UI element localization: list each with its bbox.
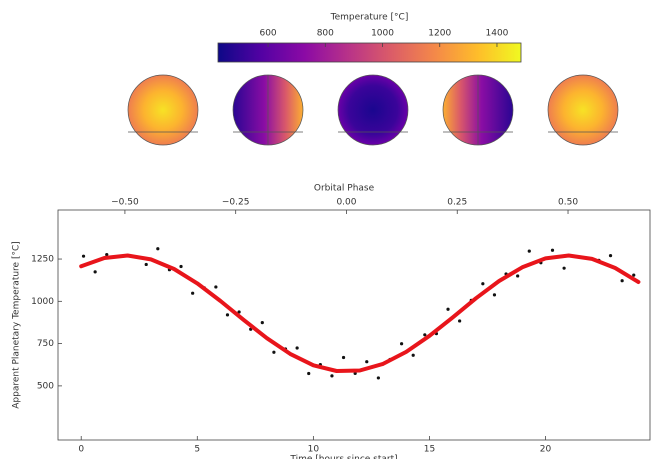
x-axis-label: Time [hours since start]	[289, 455, 397, 459]
x-tick-label: 0	[78, 445, 84, 455]
planet-disk	[127, 74, 199, 146]
data-point	[295, 346, 299, 350]
data-point	[411, 353, 415, 357]
colorbar	[217, 42, 522, 63]
data-point	[225, 313, 230, 317]
data-point	[550, 248, 555, 252]
x-tick-label: 5	[194, 445, 200, 455]
data-point	[562, 266, 566, 270]
data-point	[423, 333, 427, 337]
x2-tick-label: 0.25	[447, 198, 467, 208]
data-point	[365, 360, 369, 364]
data-point	[446, 307, 450, 311]
data-point	[608, 254, 613, 258]
x2-tick-label: −0.50	[111, 198, 139, 208]
colorbar-tick-label: 1200	[428, 29, 451, 39]
data-point	[214, 285, 218, 289]
data-point	[632, 273, 636, 277]
data-point	[399, 342, 404, 346]
y-axis-label: Apparent Planetary Temperature [°C]	[12, 241, 22, 409]
colorbar-tick-label: 800	[317, 29, 334, 39]
data-point	[516, 274, 520, 278]
plot-frame	[57, 209, 651, 441]
y-tick-label: 750	[37, 339, 54, 349]
data-point	[492, 293, 497, 297]
y-tick-label: 1000	[31, 297, 54, 307]
data-point	[620, 279, 624, 283]
x2-tick-label: −0.25	[222, 198, 250, 208]
x-tick-label: 15	[424, 445, 435, 455]
data-point	[105, 253, 109, 257]
colorbar-tick-label: 1000	[371, 29, 394, 39]
colorbar-tick-label: 1400	[486, 29, 509, 39]
data-point	[237, 310, 241, 314]
data-point	[307, 371, 311, 376]
data-point	[341, 355, 346, 360]
data-point	[458, 319, 462, 323]
data-point	[260, 321, 264, 325]
y-tick-label: 500	[37, 381, 54, 391]
x2-tick-label: 0.00	[336, 198, 356, 208]
data-point	[481, 282, 485, 286]
colorbar-tick-label: 600	[259, 29, 276, 39]
data-point	[330, 374, 334, 378]
y-tick-label: 1250	[31, 255, 54, 265]
x2-axis-label: Orbital Phase	[314, 184, 375, 194]
data-point	[93, 270, 97, 274]
planet-disk	[547, 74, 619, 146]
data-point	[376, 376, 380, 380]
colorbar-title: Temperature [°C]	[330, 13, 409, 23]
planet-disks	[127, 74, 619, 146]
data-point	[144, 262, 148, 267]
x-tick-label: 20	[540, 445, 552, 455]
data-point	[191, 291, 195, 295]
data-point	[179, 264, 183, 269]
data-point	[272, 350, 276, 354]
x-tick-label: 10	[308, 445, 320, 455]
planet-disk	[337, 74, 409, 146]
data-point	[527, 249, 531, 253]
model-curve	[79, 253, 641, 373]
data-point	[81, 254, 86, 258]
data-point	[156, 247, 160, 251]
x2-tick-label: 0.50	[558, 198, 578, 208]
plot-data	[79, 247, 641, 380]
